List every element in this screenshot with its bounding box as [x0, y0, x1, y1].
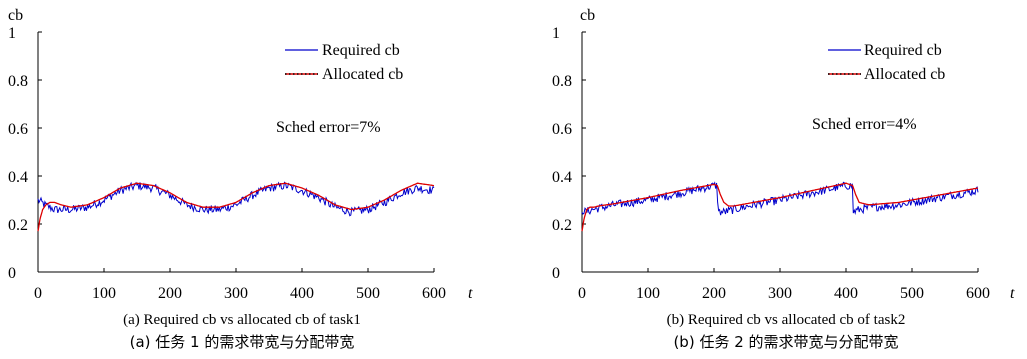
caption-english: (b) Required cb vs allocated cb of task2 [667, 312, 906, 328]
x-tick-label: 400 [290, 285, 314, 302]
x-tick-label: 600 [966, 285, 990, 302]
sched-error-annotation: Sched error=4% [812, 116, 917, 133]
y-tick-label: 0.2 [8, 217, 28, 234]
y-axis-label: cb [580, 7, 595, 24]
x-tick-label: 300 [768, 285, 792, 302]
axis-ticks: 0 100 200 300 400 500 600 0 0.2 0.4 0.6 0.8 1 [8, 25, 446, 302]
caption-chinese: (b) 任务 2 的需求带宽与分配带宽 [673, 333, 898, 351]
y-axis-label: cb [8, 7, 23, 24]
x-tick-label: 500 [900, 285, 924, 302]
y-tick-label: 0 [552, 265, 560, 282]
y-tick-label: 0.8 [8, 73, 28, 90]
y-tick-label: 1 [552, 25, 560, 42]
legend-label-required: Required cb [322, 42, 400, 59]
y-tick-label: 0.4 [8, 169, 28, 186]
x-tick-label: 300 [224, 285, 248, 302]
series-group [581, 181, 979, 232]
series-line-allocated [581, 182, 979, 232]
chart-panel-b: cb 0 100 200 300 400 500 600 0 0.2 0.4 0.6 0.8 1 t R… [552, 7, 1015, 351]
legend-label-allocated: Allocated cb [864, 66, 945, 83]
x-tick-label: 100 [636, 285, 660, 302]
x-tick-label: 500 [356, 285, 380, 302]
chart-panel-a: cb 0 100 200 300 400 500 600 0 0.2 0.4 0.6 0.8 1 t R… [8, 7, 473, 351]
y-tick-label: 0.6 [552, 121, 572, 138]
x-tick-label: 100 [92, 285, 116, 302]
caption-english: (a) Required cb vs allocated cb of task1 [123, 312, 361, 328]
legend-label-required: Required cb [864, 42, 942, 59]
x-axis-label: t [1010, 285, 1015, 302]
axis-ticks: 0 100 200 300 400 500 600 0 0.2 0.4 0.6 0.8 1 [552, 25, 990, 302]
x-tick-label: 0 [578, 285, 586, 302]
x-tick-label: 600 [422, 285, 446, 302]
legend-label-allocated: Allocated cb [322, 66, 403, 83]
x-tick-label: 200 [158, 285, 182, 302]
y-tick-label: 0.2 [552, 217, 572, 234]
series-group [37, 181, 435, 232]
y-tick-label: 0.4 [552, 169, 572, 186]
y-tick-label: 0.8 [552, 73, 572, 90]
y-tick-label: 0 [8, 265, 16, 282]
y-tick-label: 0.6 [8, 121, 28, 138]
y-tick-label: 1 [8, 25, 16, 42]
caption-chinese: (a) 任务 1 的需求带宽与分配带宽 [130, 333, 355, 351]
x-tick-label: 200 [702, 285, 726, 302]
series-line-required [37, 181, 435, 217]
x-tick-label: 0 [34, 285, 42, 302]
x-tick-label: 400 [834, 285, 858, 302]
sched-error-annotation: Sched error=7% [276, 119, 381, 136]
x-axis-label: t [468, 285, 473, 302]
series-line-allocated [37, 182, 435, 232]
